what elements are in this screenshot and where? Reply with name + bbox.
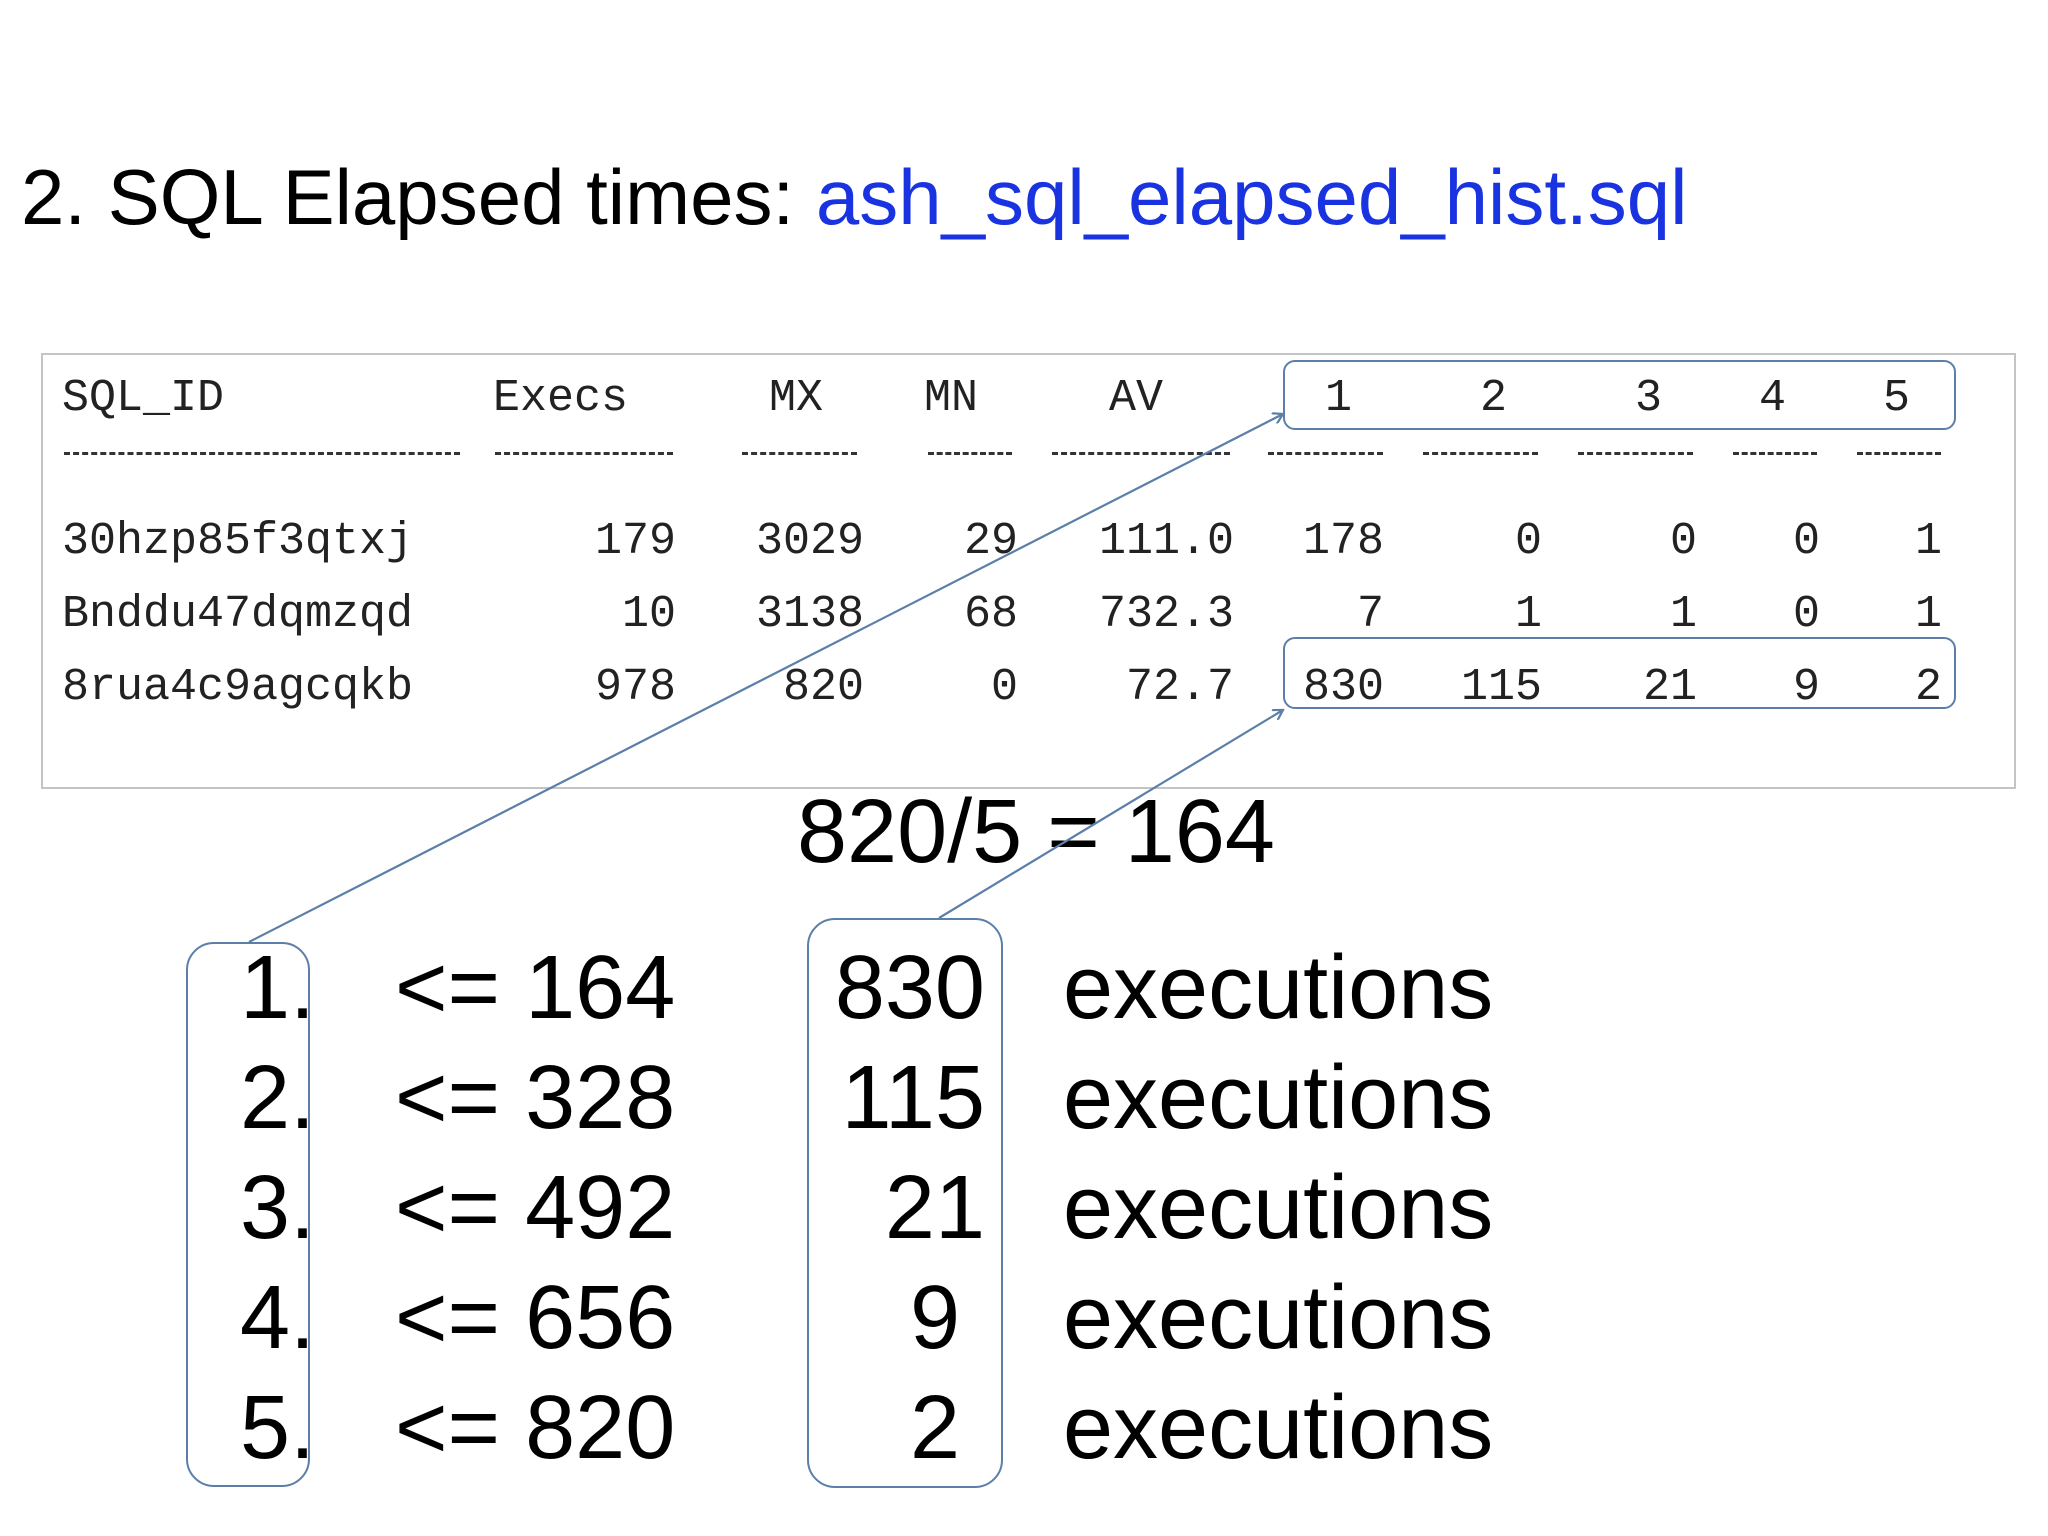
- cell-bucket-3: 1: [1669, 589, 1697, 640]
- cell-av: 72.7: [1125, 662, 1234, 713]
- bucket-count-outline: [807, 918, 1003, 1488]
- separator-dashes: [1052, 452, 1230, 455]
- bucket-number: 3.: [239, 1158, 315, 1258]
- bucket-range: <= 656: [395, 1268, 676, 1368]
- separator-dashes: [742, 452, 857, 455]
- slide-title: 2. SQL Elapsed times: ash_sql_elapsed_hi…: [21, 158, 1687, 236]
- arrow-counts-to-row: [938, 710, 1283, 919]
- header-mn: MN: [924, 373, 979, 424]
- header-bucket-2: 2: [1480, 373, 1508, 424]
- cell-bucket-2: 1: [1514, 589, 1542, 640]
- separator-dashes: [1578, 452, 1693, 455]
- cell-bucket-4: 9: [1792, 662, 1820, 713]
- cell-bucket-3: 0: [1669, 516, 1697, 567]
- separator-dashes: [1423, 452, 1538, 455]
- bucket-range: <= 164: [395, 938, 676, 1038]
- cell-mn: 29: [963, 516, 1018, 567]
- bucket-number: 4.: [239, 1268, 315, 1368]
- separator-dashes: [928, 452, 1012, 455]
- cell-av: 111.0: [1098, 516, 1234, 567]
- bucket-label: executions: [1063, 1268, 1494, 1368]
- bucket-label: executions: [1063, 938, 1494, 1038]
- header-sql-id: SQL_ID: [62, 373, 225, 424]
- cell-bucket-2: 115: [1460, 662, 1542, 713]
- separator-dashes: [1733, 452, 1817, 455]
- cell-bucket-1: 178: [1302, 516, 1384, 567]
- header-av: AV: [1109, 373, 1164, 424]
- cell-bucket-5: 1: [1914, 516, 1942, 567]
- cell-mn: 68: [963, 589, 1018, 640]
- cell-bucket-2: 0: [1514, 516, 1542, 567]
- bucket-range: <= 492: [395, 1158, 676, 1258]
- script-link[interactable]: ash_sql_elapsed_hist.sql: [815, 153, 1688, 241]
- bucket-label: executions: [1063, 1048, 1494, 1148]
- cell-sql-id: 30hzp85f3qtxj: [62, 516, 414, 567]
- cell-execs: 978: [594, 662, 676, 713]
- cell-sql-id: Bnddu47dqmzqd: [62, 589, 414, 640]
- cell-mx: 3138: [755, 589, 864, 640]
- cell-bucket-1: 830: [1302, 662, 1384, 713]
- sql-output-panel: [41, 353, 2016, 789]
- cell-execs: 179: [594, 516, 676, 567]
- header-bucket-5: 5: [1883, 373, 1911, 424]
- cell-bucket-5: 1: [1914, 589, 1942, 640]
- bucket-count: 9: [909, 1268, 960, 1368]
- bucket-row-highlight: [1283, 637, 1956, 709]
- cell-execs: 10: [621, 589, 676, 640]
- cell-mx: 820: [782, 662, 864, 713]
- bucket-number: 2.: [239, 1048, 315, 1148]
- arrow-buckets-to-header: [248, 414, 1283, 943]
- bucket-header-highlight: [1283, 360, 1956, 430]
- separator-dashes: [1857, 452, 1941, 455]
- bucket-count: 830: [834, 938, 985, 1038]
- separator-dashes: [64, 452, 460, 455]
- header-bucket-1: 1: [1325, 373, 1353, 424]
- cell-mn: 0: [990, 662, 1018, 713]
- header-execs: Execs: [493, 373, 629, 424]
- cell-bucket-4: 0: [1792, 589, 1820, 640]
- bucket-number-outline: [186, 942, 310, 1487]
- header-bucket-3: 3: [1635, 373, 1663, 424]
- bucket-range: <= 328: [395, 1048, 676, 1148]
- header-bucket-4: 4: [1759, 373, 1787, 424]
- bucket-label: executions: [1063, 1378, 1494, 1478]
- bucket-count: 115: [841, 1048, 985, 1148]
- separator-dashes: [495, 452, 673, 455]
- bucket-count: 21: [884, 1158, 985, 1258]
- bucket-number: 5.: [239, 1378, 315, 1478]
- cell-mx: 3029: [755, 516, 864, 567]
- bucket-label: executions: [1063, 1158, 1494, 1258]
- header-mx: MX: [769, 373, 824, 424]
- cell-bucket-5: 2: [1914, 662, 1942, 713]
- cell-bucket-1: 7: [1356, 589, 1384, 640]
- bucket-count: 2: [909, 1378, 960, 1478]
- bucket-size-formula: 820/5 = 164: [797, 782, 1275, 882]
- cell-av: 732.3: [1098, 589, 1234, 640]
- slide-title-prefix: 2. SQL Elapsed times:: [21, 153, 816, 241]
- cell-bucket-3: 21: [1642, 662, 1697, 713]
- cell-bucket-4: 0: [1792, 516, 1820, 567]
- bucket-range: <= 820: [395, 1378, 676, 1478]
- cell-sql-id: 8rua4c9agcqkb: [62, 662, 414, 713]
- separator-dashes: [1268, 452, 1383, 455]
